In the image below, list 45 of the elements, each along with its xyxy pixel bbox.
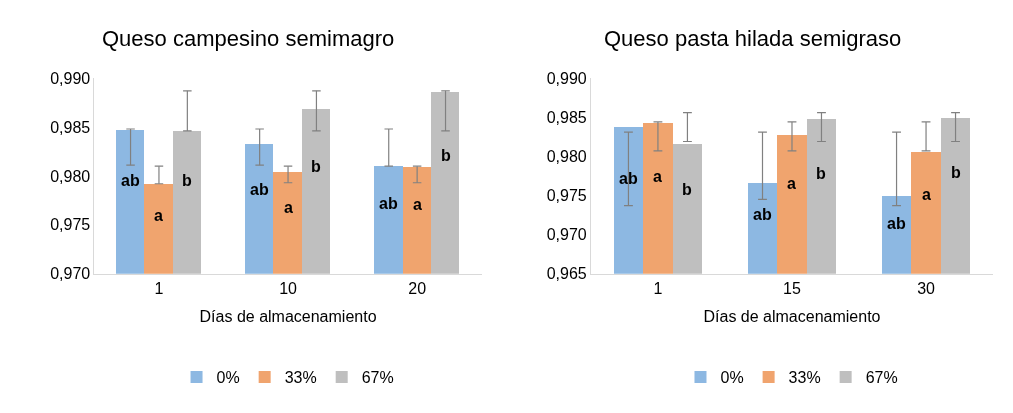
y-tick-label: 0,985 — [50, 118, 91, 136]
chart-title: Queso pasta hilada semigraso — [604, 26, 902, 51]
data-label: a — [922, 186, 931, 203]
y-tick-label: 0,985 — [546, 108, 587, 126]
legend-label: 33% — [788, 369, 821, 387]
y-tick-label: 0,970 — [546, 226, 587, 244]
x-tick-label: 20 — [408, 279, 427, 297]
data-label: b — [182, 172, 192, 189]
data-label: b — [951, 164, 961, 181]
x-tick-label: 10 — [279, 279, 298, 297]
legend-label: 67% — [865, 369, 898, 387]
y-tick-label: 0,980 — [50, 167, 91, 185]
legend-label: 0% — [720, 369, 744, 387]
data-label: a — [787, 175, 796, 192]
data-label: b — [441, 147, 451, 164]
x-tick-label: 1 — [653, 279, 663, 297]
y-tick-label: 0,990 — [50, 69, 91, 87]
y-tick-label: 0,975 — [50, 216, 91, 234]
data-label: a — [413, 196, 422, 213]
y-tick-label: 0,970 — [50, 265, 91, 283]
y-tick-label: 0,990 — [546, 69, 587, 87]
x-tick-label: 30 — [917, 279, 936, 297]
data-label: b — [311, 158, 321, 175]
chart-title: Queso campesino semimagro — [102, 26, 395, 51]
data-label: ab — [887, 215, 906, 232]
legend-label: 67% — [361, 369, 394, 387]
y-tick-label: 0,975 — [546, 187, 587, 205]
data-label: ab — [250, 181, 269, 198]
y-tick-label: 0,980 — [546, 147, 587, 165]
y-tick-label: 0,965 — [546, 265, 587, 283]
x-tick-label: 1 — [154, 279, 164, 297]
legend-label: 33% — [284, 369, 317, 387]
data-label: b — [682, 181, 692, 198]
legend-label: 0% — [216, 369, 240, 387]
data-label: ab — [121, 172, 140, 189]
data-label: ab — [379, 195, 398, 212]
data-label: a — [284, 199, 293, 216]
data-label: ab — [619, 170, 638, 187]
x-axis-title: Días de almacenamiento — [703, 307, 881, 325]
data-label: b — [816, 165, 826, 182]
data-label: a — [154, 207, 163, 224]
data-label: a — [653, 168, 662, 185]
x-axis-title: Días de almacenamiento — [199, 307, 377, 325]
x-tick-label: 15 — [783, 279, 801, 297]
data-label: ab — [753, 206, 772, 223]
